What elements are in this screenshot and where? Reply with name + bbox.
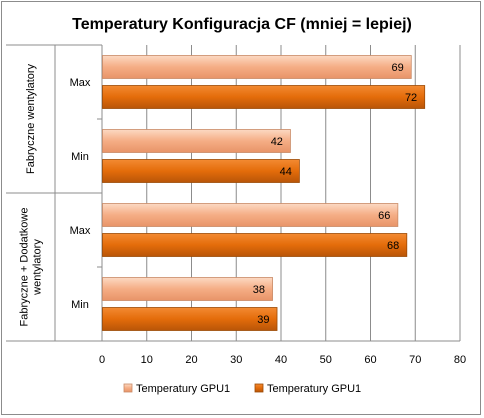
group-label: Fabryczne + Dodatkowewentylatory: [19, 208, 44, 327]
x-tick-label: 10: [141, 354, 153, 366]
data-label: 68: [387, 240, 399, 252]
chart-title: Temperatury Konfiguracja CF (mniej = lep…: [72, 16, 412, 33]
x-tick-label: 50: [320, 354, 332, 366]
group-label: Fabryczne wentylatory: [25, 63, 37, 174]
x-tick-label: 0: [99, 354, 105, 366]
legend-label: Temperatury GPU1: [136, 383, 230, 395]
legend-swatch: [254, 383, 264, 393]
x-tick-label: 60: [364, 354, 376, 366]
category-label: Min: [71, 299, 89, 311]
bar-series-2: [102, 233, 408, 257]
data-label: 66: [378, 210, 390, 222]
legend-swatch: [123, 383, 133, 393]
x-tick-labels: 0 10 20 30 40 50 60 70 80: [99, 354, 466, 366]
legend: Temperatury GPU1 Temperatury GPU1: [123, 383, 361, 395]
data-label: 42: [271, 136, 283, 148]
x-tick-label: 70: [409, 354, 421, 366]
bar-series-1: [102, 203, 399, 227]
bar-series-1: [102, 55, 412, 79]
axes: [6, 44, 460, 342]
bar-series-1: [102, 277, 273, 301]
category-label: Min: [71, 151, 89, 163]
data-label: 72: [405, 92, 417, 104]
group-label-line: wentylatory: [32, 239, 44, 296]
bar-series-1: [102, 129, 291, 153]
data-label: 44: [280, 166, 292, 178]
x-tick-label: 20: [185, 354, 197, 366]
category-labels: Max Min Max Min: [70, 77, 91, 311]
group-label-line: Fabryczne wentylatory: [25, 63, 37, 174]
x-tick-label: 80: [454, 354, 466, 366]
data-label: 39: [257, 314, 269, 326]
bar-series-2: [102, 85, 426, 109]
x-tick-label: 40: [275, 354, 287, 366]
data-labels: 69 72 42 44 66 68 38 39: [253, 62, 417, 326]
group-label-line: Fabryczne + Dodatkowe: [19, 208, 31, 327]
bar-series-2: [102, 159, 300, 183]
bar-series-2: [102, 307, 278, 331]
group-labels: Fabryczne wentylatory Fabryczne + Dodatko…: [19, 63, 44, 326]
category-label: Max: [70, 77, 91, 89]
category-label: Max: [70, 225, 91, 237]
bars: [102, 55, 426, 331]
data-label: 38: [253, 284, 265, 296]
data-label: 69: [392, 62, 404, 74]
legend-label: Temperatury GPU1: [267, 383, 361, 395]
x-tick-label: 30: [230, 354, 242, 366]
